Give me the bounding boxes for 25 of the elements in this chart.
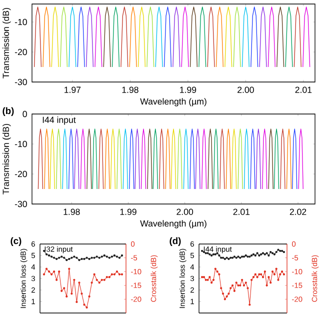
y-tick-label: -20 <box>14 48 27 56</box>
x-axis-title: Wavelength (µm) <box>140 220 206 228</box>
y-tick-label: -30 <box>14 78 27 86</box>
x-tick-label: 1.99 <box>180 86 196 93</box>
y-axis-title: Transmission (dB) <box>2 8 11 78</box>
x-tick-label: 2.01 <box>295 86 312 93</box>
text: (b) <box>2 107 14 116</box>
text: (c) <box>10 237 22 246</box>
x-tick-label: 1.98 <box>122 86 138 93</box>
x-tick-label: 1.98 <box>64 208 80 215</box>
y-tick-label: -10 <box>14 140 27 148</box>
x-tick-label: 1.97 <box>64 86 81 93</box>
y-tick-label: -30 <box>14 200 27 208</box>
y-tick-label: -10 <box>14 18 27 26</box>
text: (d) <box>170 237 181 246</box>
annotation: I44 input <box>42 116 76 125</box>
x-axis-title: Wavelength (µm) <box>140 98 206 106</box>
x-tick-label: 2.00 <box>176 208 194 215</box>
y-tick-label: 0 <box>22 110 27 118</box>
y-tick-label: -20 <box>14 170 27 178</box>
x-tick-label: 2.02 <box>290 208 306 215</box>
x-tick-label: 2.00 <box>238 86 254 93</box>
x-tick-label: 2.01 <box>233 208 250 215</box>
y-axis-title: Transmission (dB) <box>2 124 11 194</box>
x-tick-label: 1.99 <box>120 208 136 215</box>
